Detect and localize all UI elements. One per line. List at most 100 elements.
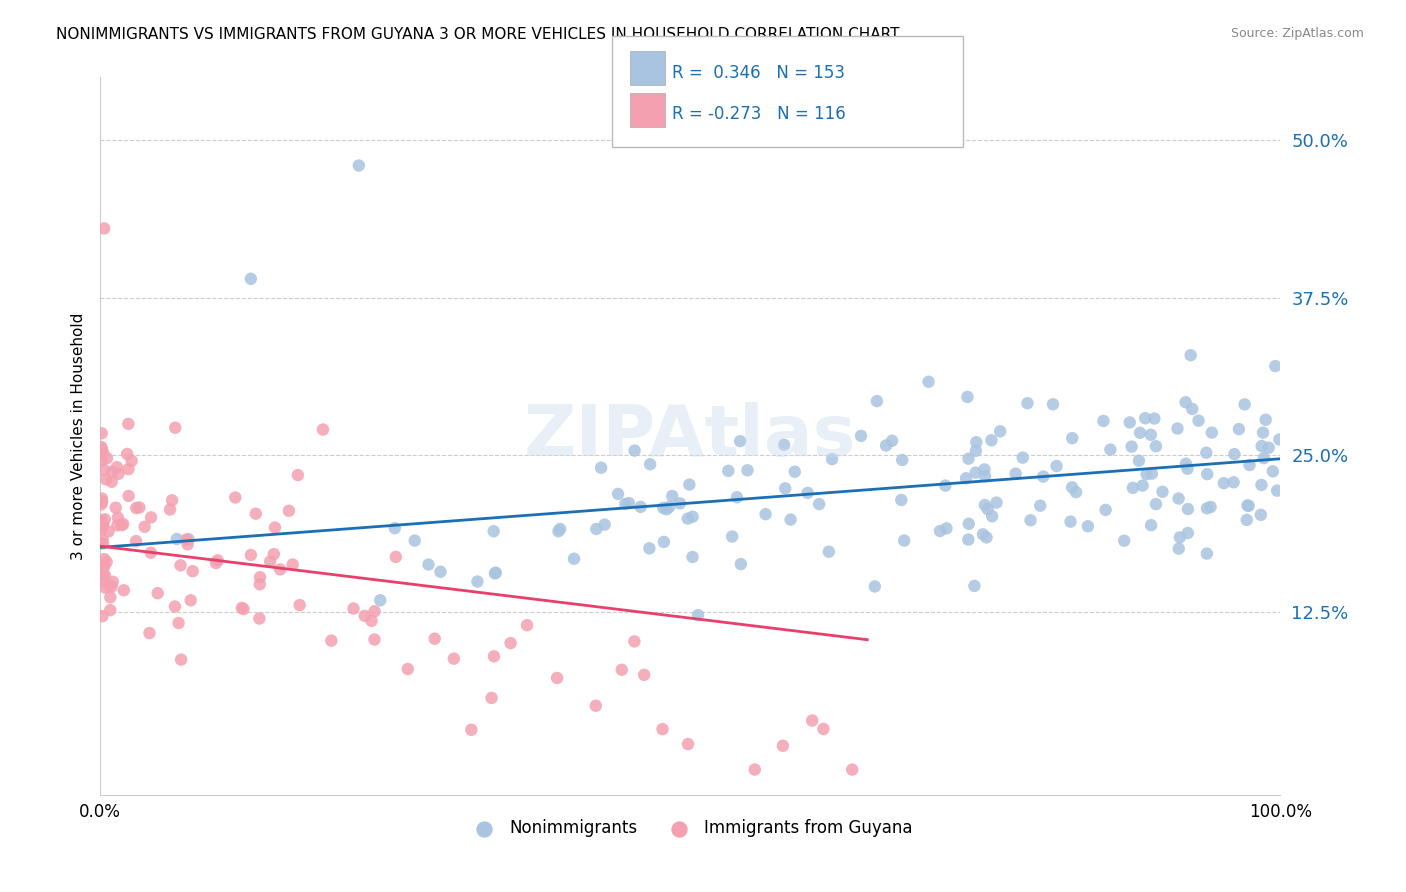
Point: [98, 591, 121, 605]
Point: [1152, 484, 1174, 499]
Point: [1261, 464, 1284, 478]
Point: [104, 500, 127, 515]
Text: ZIPAtlas: ZIPAtlas: [524, 401, 856, 471]
Point: [239, 272, 262, 286]
Point: [224, 491, 246, 505]
Point: [1062, 480, 1084, 494]
Point: [1265, 483, 1288, 498]
Point: [1144, 497, 1167, 511]
Point: [443, 651, 465, 665]
Point: [1094, 503, 1116, 517]
Point: [1122, 481, 1144, 495]
Point: [170, 652, 193, 666]
Point: [96, 451, 118, 466]
Point: [976, 530, 998, 544]
Point: [1132, 478, 1154, 492]
Point: [93, 463, 115, 477]
Point: [385, 549, 408, 564]
Point: [955, 471, 977, 485]
Point: [686, 608, 709, 623]
Point: [591, 460, 613, 475]
Point: [98, 603, 121, 617]
Point: [368, 593, 391, 607]
Point: [1139, 427, 1161, 442]
Point: [1195, 446, 1218, 460]
Point: [112, 517, 135, 532]
Point: [1237, 499, 1260, 513]
Point: [1004, 467, 1026, 481]
Point: [239, 548, 262, 562]
Point: [245, 507, 267, 521]
Point: [893, 533, 915, 548]
Point: [929, 524, 952, 538]
Point: [1222, 475, 1244, 490]
Point: [269, 562, 291, 576]
Point: [917, 375, 939, 389]
Point: [94, 472, 117, 486]
Point: [404, 533, 426, 548]
Point: [866, 394, 889, 409]
Point: [91, 518, 114, 533]
Point: [516, 618, 538, 632]
Point: [1227, 422, 1250, 436]
Point: [91, 574, 114, 588]
Point: [974, 469, 997, 483]
Point: [1121, 440, 1143, 454]
Point: [1268, 433, 1291, 447]
Point: [90, 514, 112, 528]
Point: [772, 739, 794, 753]
Point: [1236, 499, 1258, 513]
Text: Source: ZipAtlas.com: Source: ZipAtlas.com: [1230, 27, 1364, 40]
Point: [169, 558, 191, 573]
Point: [418, 558, 440, 572]
Point: [1195, 501, 1218, 516]
Point: [94, 512, 117, 526]
Point: [499, 636, 522, 650]
Point: [94, 568, 117, 582]
Point: [755, 507, 778, 521]
Point: [721, 529, 744, 543]
Point: [630, 500, 652, 514]
Point: [91, 561, 114, 575]
Point: [1187, 414, 1209, 428]
Point: [1197, 467, 1219, 482]
Point: [360, 614, 382, 628]
Point: [1144, 439, 1167, 453]
Point: [482, 524, 505, 539]
Point: [1017, 396, 1039, 410]
Point: [180, 593, 202, 607]
Point: [321, 633, 343, 648]
Point: [1167, 491, 1189, 506]
Point: [423, 632, 446, 646]
Point: [342, 601, 364, 615]
Point: [956, 390, 979, 404]
Point: [1064, 485, 1087, 500]
Point: [1167, 541, 1189, 556]
Point: [661, 489, 683, 503]
Point: [1250, 478, 1272, 492]
Point: [1181, 401, 1204, 416]
Text: R =  0.346   N = 153: R = 0.346 N = 153: [672, 64, 845, 82]
Point: [117, 489, 139, 503]
Point: [90, 442, 112, 456]
Point: [91, 491, 114, 506]
Point: [205, 556, 228, 570]
Point: [880, 434, 903, 448]
Point: [1092, 414, 1115, 428]
Point: [965, 466, 987, 480]
Point: [100, 580, 122, 594]
Point: [128, 500, 150, 515]
Point: [1199, 500, 1222, 514]
Point: [100, 475, 122, 489]
Point: [651, 722, 673, 736]
Point: [1166, 421, 1188, 435]
Point: [232, 602, 254, 616]
Point: [91, 446, 114, 460]
Point: [623, 634, 645, 648]
Point: [737, 463, 759, 477]
Point: [105, 460, 128, 475]
Point: [134, 520, 156, 534]
Point: [207, 553, 229, 567]
Point: [93, 552, 115, 566]
Point: [973, 498, 995, 512]
